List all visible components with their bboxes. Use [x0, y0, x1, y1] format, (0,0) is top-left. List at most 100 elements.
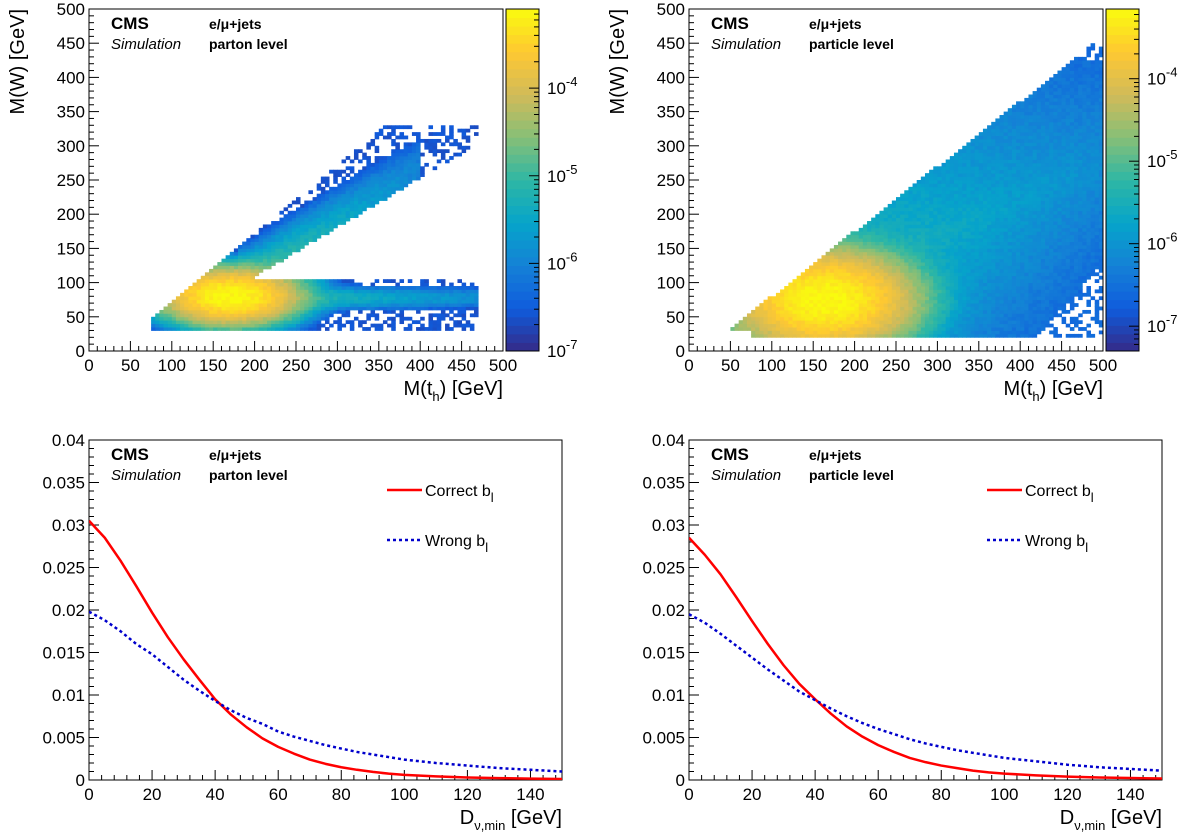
- heatmap-cell: [966, 327, 971, 331]
- heatmap-cell: [262, 292, 268, 297]
- heatmap-cell: [846, 292, 851, 297]
- heatmap-cell: [953, 159, 959, 164]
- heatmap-cell: [1003, 265, 1009, 270]
- heatmap-cell: [999, 272, 1005, 277]
- z-tick-exp: -4: [566, 74, 578, 89]
- heatmap-cell: [982, 251, 988, 256]
- heatmap-cell: [1032, 210, 1038, 215]
- heatmap-cell: [970, 258, 976, 263]
- heatmap-cell: [213, 306, 218, 311]
- heatmap-cell: [296, 323, 301, 328]
- heatmap-cell: [879, 309, 884, 314]
- heatmap-cell: [416, 306, 421, 311]
- heatmap-cell: [449, 296, 454, 301]
- heatmap-cell: [1020, 244, 1025, 249]
- heatmap-cell: [341, 292, 347, 297]
- heatmap-cell: [1028, 145, 1034, 150]
- heatmap-cell: [1049, 145, 1054, 150]
- heatmap-cell: [920, 231, 926, 236]
- heatmap-cell: [250, 323, 255, 328]
- heatmap-cell: [850, 238, 855, 242]
- heatmap-cell: [188, 327, 193, 331]
- heatmap-cell: [949, 217, 955, 222]
- heatmap-cell: [982, 156, 988, 160]
- heatmap-cell: [374, 180, 380, 184]
- heatmap-cell: [196, 286, 202, 290]
- heatmap-cell: [924, 227, 930, 232]
- heatmap-cell: [991, 221, 996, 225]
- heatmap-cell: [1049, 265, 1054, 270]
- heatmap-cell: [995, 330, 1000, 335]
- heatmap-cell: [1028, 152, 1034, 157]
- heatmap-cell: [945, 169, 951, 174]
- heatmap-cell: [945, 176, 951, 181]
- heatmap-cell: [271, 327, 276, 331]
- heatmap-cell: [804, 299, 810, 304]
- heatmap-cell: [296, 299, 301, 304]
- heatmap-cell: [962, 156, 967, 160]
- heatmap-cell: [929, 193, 934, 198]
- heatmap-cell: [279, 323, 284, 328]
- heatmap-cell: [275, 248, 280, 253]
- heatmap-cell: [978, 190, 984, 195]
- heatmap-cell: [763, 323, 769, 328]
- heatmap-cell: [242, 255, 247, 260]
- heatmap-cell: [316, 279, 322, 283]
- heatmap-cell: [395, 296, 400, 301]
- heatmap-cell: [875, 258, 880, 263]
- heatmap-cell: [238, 299, 243, 304]
- heatmap-cell: [1049, 203, 1054, 208]
- heatmap-cell: [391, 183, 396, 188]
- heatmap-cell: [991, 275, 996, 280]
- heatmap-cell: [440, 303, 446, 307]
- heatmap-cell: [366, 327, 371, 331]
- heatmap-cell: [953, 272, 959, 277]
- heatmap-cell: [999, 145, 1005, 150]
- heatmap-cell: [436, 316, 442, 321]
- heatmap-cell: [391, 190, 396, 195]
- heatmap-cell: [250, 265, 255, 270]
- heatmap-cell: [378, 292, 384, 297]
- heatmap-cell: [767, 327, 773, 331]
- heatmap-cell: [883, 296, 889, 301]
- heatmap-cell: [432, 142, 438, 147]
- heatmap-cell: [829, 299, 835, 304]
- heatmap-cell: [349, 180, 355, 184]
- heatmap-cell: [1024, 258, 1029, 263]
- heatmap-cell: [287, 320, 293, 325]
- heatmap-cell: [209, 316, 214, 321]
- heatmap-cell: [320, 227, 326, 232]
- heatmap-cell: [304, 313, 309, 318]
- heatmap-cell: [858, 251, 864, 256]
- heatmap-cell: [449, 132, 454, 136]
- heatmap-cell: [792, 279, 798, 283]
- heatmap-cell: [192, 299, 198, 304]
- heatmap-cell: [374, 289, 380, 294]
- heatmap-cell: [246, 268, 251, 273]
- heatmap-cell: [1024, 162, 1029, 167]
- heatmap-cell: [746, 316, 752, 321]
- heatmap-cell: [1007, 296, 1013, 301]
- heatmap-cell: [217, 320, 222, 325]
- heatmap-cell: [933, 279, 938, 283]
- heatmap-cell: [999, 152, 1005, 157]
- heatmap-cell: [308, 217, 313, 222]
- heatmap-cell: [324, 217, 330, 222]
- heatmap-cell: [283, 292, 289, 297]
- heatmap-cell: [1016, 227, 1021, 232]
- heatmap-cell: [933, 272, 938, 277]
- heatmap-cell: [966, 183, 971, 188]
- heatmap-cell: [912, 234, 918, 239]
- heatmap-cell: [920, 180, 926, 184]
- heatmap-cell: [850, 258, 855, 263]
- heatmap-cell: [1040, 289, 1046, 294]
- heatmap-cell: [800, 313, 806, 318]
- heatmap-cell: [238, 279, 243, 283]
- heatmap-cell: [1011, 142, 1017, 147]
- heatmap-cell: [871, 238, 876, 242]
- heatmap-cell: [987, 231, 992, 236]
- heatmap-cell: [862, 279, 868, 283]
- heatmap-cell: [374, 313, 380, 318]
- heatmap-cell: [329, 190, 334, 195]
- heatmap-cell: [382, 286, 388, 290]
